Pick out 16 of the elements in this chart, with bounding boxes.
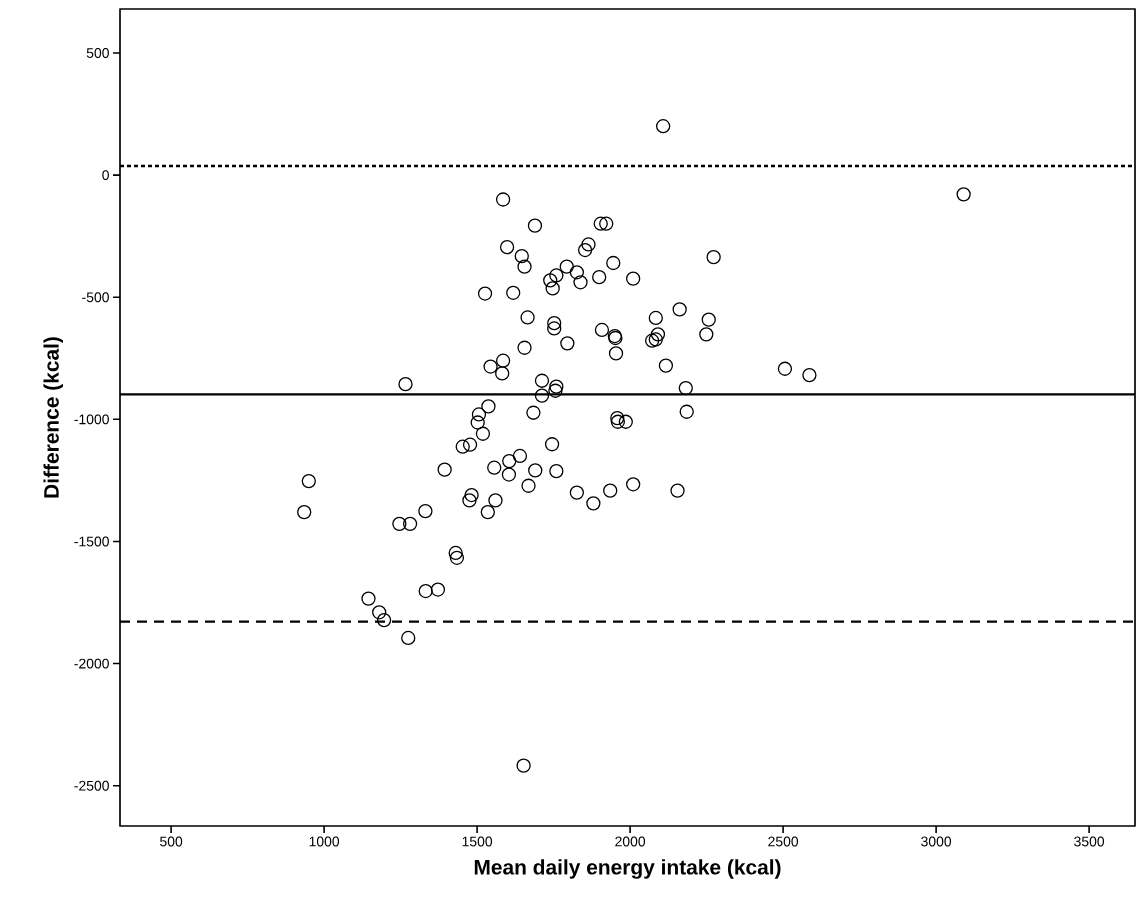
x-tick-label: 3500 <box>1074 836 1105 847</box>
x-tick-label: 3000 <box>921 836 952 847</box>
x-tick-label: 500 <box>160 836 183 847</box>
y-axis-title: Difference (kcal) <box>43 337 63 498</box>
x-tick-label: 2000 <box>615 836 646 847</box>
x-tick-label: 2500 <box>768 836 799 847</box>
y-tick-label: -1500 <box>74 536 109 547</box>
y-tick-label: -2000 <box>74 658 109 669</box>
y-tick-label: -2500 <box>74 780 109 791</box>
x-axis-title: Mean daily energy intake (kcal) <box>474 859 781 879</box>
x-tick-label: 1500 <box>462 836 493 847</box>
y-tick-label: 0 <box>102 170 109 181</box>
y-tick-label: -1000 <box>74 414 109 425</box>
y-tick-label: -500 <box>82 292 109 303</box>
y-tick-label: 500 <box>86 48 109 58</box>
x-tick-label: 1000 <box>309 836 340 847</box>
